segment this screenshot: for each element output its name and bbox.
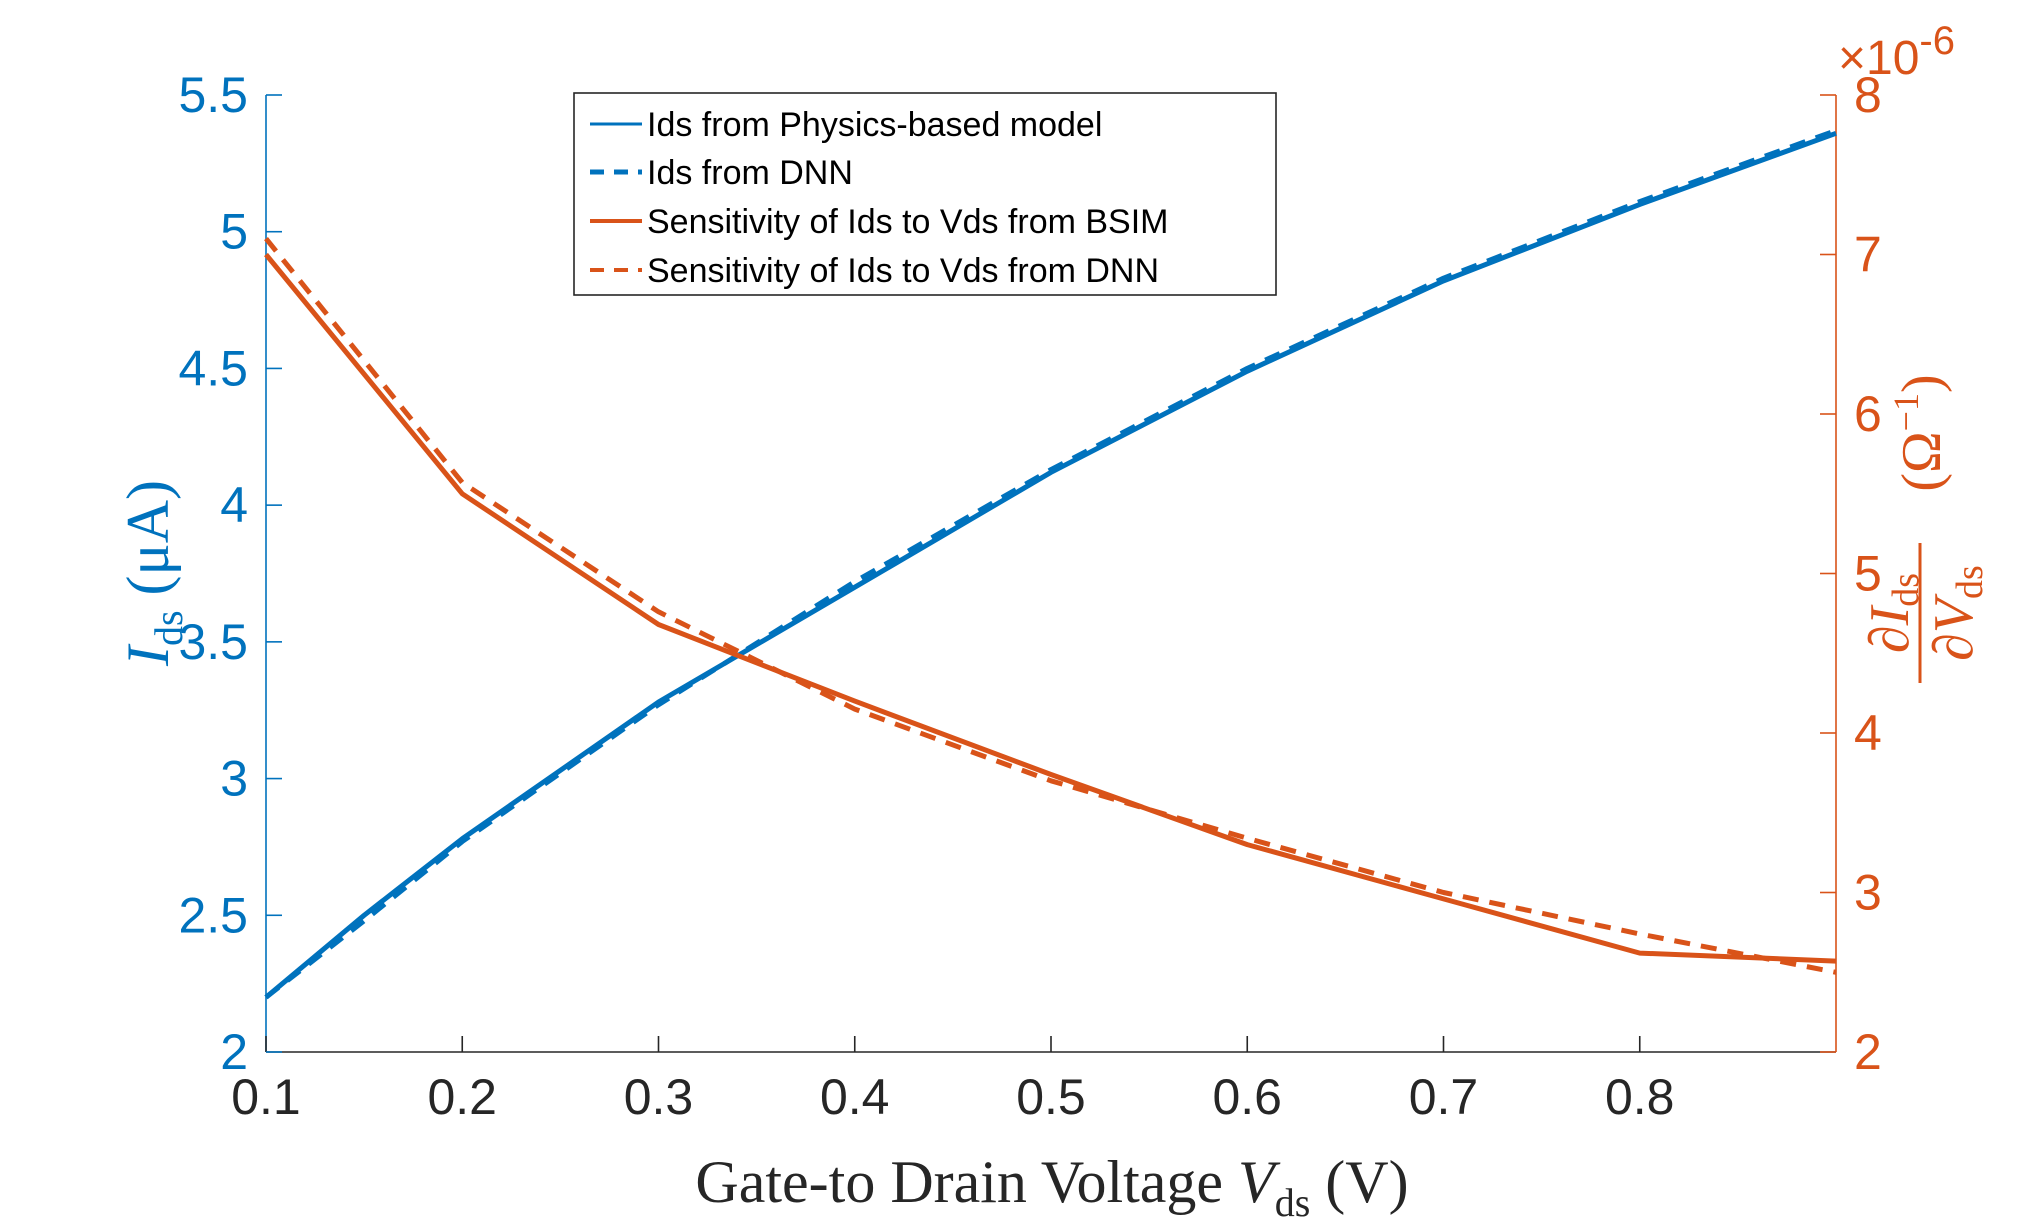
x-tick-label: 0.5 [1016, 1069, 1086, 1125]
legend-entry-sens-dnn: Sensitivity of Ids to Vds from DNN [590, 252, 1159, 290]
series-layer [264, 128, 1837, 1000]
legend-entry-ids-dnn: Ids from DNN [590, 154, 853, 192]
right-y-label-unit: (Ω−1) [1886, 374, 1953, 491]
x-tick-label: 0.2 [427, 1069, 497, 1125]
series-sens-dnn [264, 237, 1837, 975]
left-y-tick-label: 4 [220, 477, 248, 533]
x-tick-label: 0.8 [1605, 1069, 1675, 1125]
x-tick-label: 0.6 [1212, 1069, 1282, 1125]
right-exponent-power: -6 [1919, 19, 1955, 63]
legend-box [573, 92, 1277, 296]
x-ticks: 0.1 0.2 0.3 0.4 0.5 0.6 0.7 0.8 [231, 1036, 1675, 1125]
series-ids-physics [264, 130, 1837, 1000]
x-tick-label: 0.3 [624, 1069, 694, 1125]
right-y-ticks: 2 3 4 5 6 7 8 [1820, 67, 1882, 1080]
right-y-tick-label: 8 [1854, 67, 1882, 123]
series-ids-dnn [264, 128, 1837, 1000]
right-exponent-label: ×10-6 [1838, 19, 1955, 85]
legend-label-sens-bsim: Sensitivity of Ids to Vds from BSIM [647, 203, 1169, 241]
right-y-tick-label: 2 [1854, 1024, 1882, 1080]
left-y-tick-label: 5 [220, 204, 248, 260]
legend-entry-sens-bsim: Sensitivity of Ids to Vds from BSIM [590, 203, 1169, 241]
legend-label-sens-dnn: Sensitivity of Ids to Vds from DNN [647, 252, 1159, 290]
right-y-tick-label: 7 [1854, 227, 1882, 283]
legend-label-ids-physics: Ids from Physics-based model [647, 106, 1102, 144]
right-y-tick-label: 6 [1854, 386, 1882, 442]
legend: Ids from Physics-based model Ids from DN… [573, 92, 1277, 296]
legend-entry-ids-physics: Ids from Physics-based model [590, 106, 1102, 144]
x-tick-label: 0.1 [231, 1069, 301, 1125]
right-y-tick-label: 4 [1854, 705, 1882, 761]
right-y-axis-label: ∂Ids ∂Vds (Ω−1) [1859, 374, 1991, 683]
right-y-tick-label: 5 [1854, 546, 1882, 602]
right-y-label-denominator: ∂Vds [1923, 565, 1991, 661]
series-sens-bsim [264, 252, 1837, 964]
left-y-tick-label: 3 [220, 751, 248, 807]
x-axis-label: Gate-to Drain Voltage Vds (V) [695, 1149, 1408, 1222]
left-y-tick-label: 4.5 [178, 340, 248, 396]
left-y-tick-label: 2 [220, 1024, 248, 1080]
legend-label-ids-dnn: Ids from DNN [647, 154, 853, 192]
left-y-tick-label: 5.5 [178, 67, 248, 123]
right-y-tick-label: 3 [1854, 865, 1882, 921]
left-y-tick-label: 3.5 [178, 614, 248, 670]
left-y-axis-label: Ids (μA) [115, 480, 191, 667]
left-y-tick-label: 2.5 [178, 887, 248, 943]
x-tick-label: 0.4 [820, 1069, 890, 1125]
x-tick-label: 0.7 [1409, 1069, 1479, 1125]
left-y-ticks: 2 2.5 3 3.5 4 4.5 5 5.5 [178, 67, 282, 1080]
